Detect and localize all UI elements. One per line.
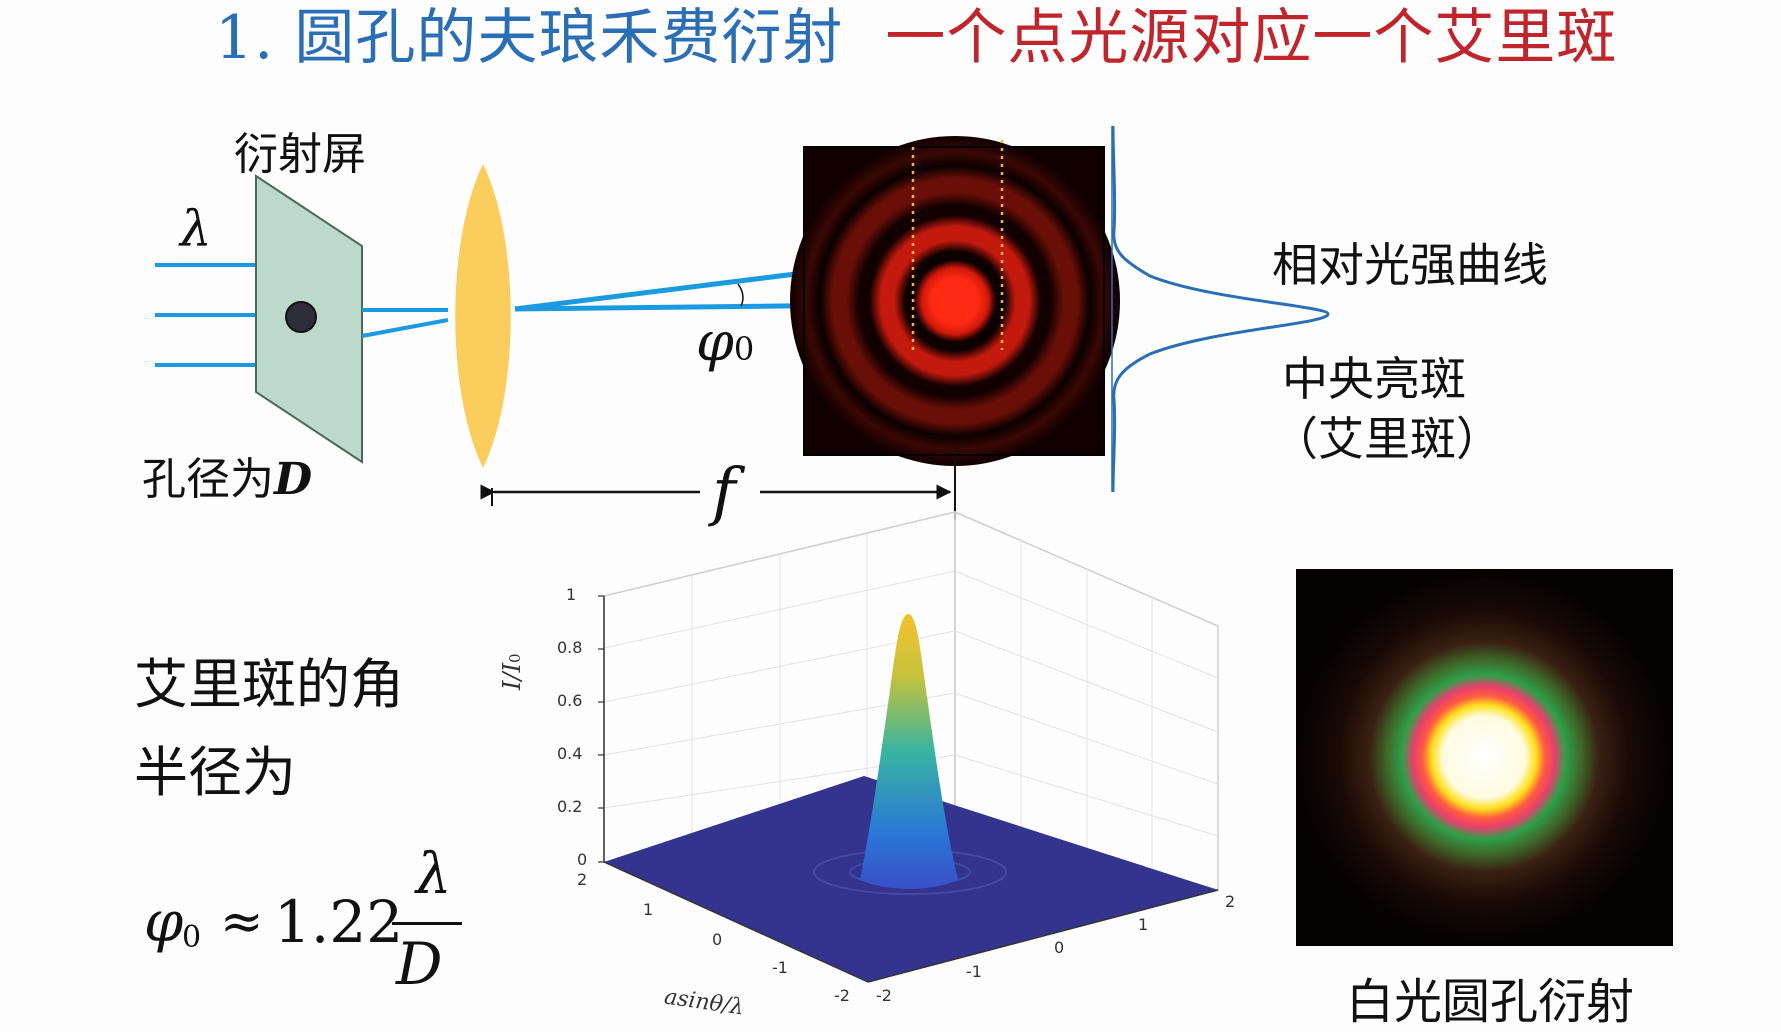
formula-fraction-bar (392, 922, 462, 925)
airy-label: （艾里斑） (1272, 412, 1502, 466)
plot-z-label: I/I0 (498, 653, 526, 690)
aperture-symbol: D (274, 454, 313, 505)
z-tick-0.8: 0.8 (557, 638, 583, 657)
y-tick-1: 1 (643, 900, 654, 919)
aperture-label-text: 孔径为 (142, 454, 274, 505)
formula-phi-sub: 0 (182, 920, 202, 955)
slide-title: 1. 圆孔的夫琅禾费衍射 一个点光源对应一个艾里斑 (215, 0, 1617, 76)
z-tick-0.6: 0.6 (557, 691, 583, 710)
z-tick-0: 0 (577, 850, 588, 869)
x-tick-neg2: -2 (876, 986, 892, 1005)
y-tick-neg1: -1 (772, 958, 788, 977)
x-tick-neg1: -1 (966, 962, 982, 981)
formula-coeff: 1.22 (274, 888, 404, 956)
aperture-hole (285, 301, 317, 333)
screen-label: 衍射屏 (234, 129, 366, 180)
angle-label: φ0 (696, 310, 754, 373)
y-tick-neg2: -2 (834, 986, 850, 1005)
formula-approx: ≈ (220, 892, 264, 952)
plot-3d (598, 510, 1219, 983)
white-light-caption: 白光圆孔衍射 (1346, 974, 1635, 1030)
wavelength-symbol: λ (180, 200, 212, 258)
y-tick-2: 2 (577, 870, 588, 889)
focal-length-symbol: f (712, 455, 736, 529)
plot-z-label-sub: 0 (506, 653, 524, 663)
z-tick-0.4: 0.4 (557, 744, 583, 763)
x-tick-1: 1 (1138, 915, 1149, 934)
z-tick-1: 1 (566, 585, 577, 604)
intensity-curve (1111, 125, 1330, 493)
airy-radius-text-line2: 半径为 (134, 741, 296, 804)
peak-surface (860, 613, 958, 889)
formula-phi: φ (144, 890, 184, 955)
plot-z-label-text: I/I (498, 662, 526, 690)
airy-radius-formula: φ 0 ≈ 1.22 λ D (144, 842, 464, 1000)
intensity-curve-label: 相对光强曲线 (1272, 238, 1548, 292)
title-subtitle: 一个点光源对应一个艾里斑 (885, 3, 1618, 73)
x-tick-0: 0 (1054, 938, 1065, 957)
angle-subscript: 0 (733, 330, 755, 368)
central-spot-label: 中央亮斑 (1282, 352, 1466, 406)
formula-numerator: λ (416, 842, 452, 907)
y-tick-0: 0 (712, 930, 723, 949)
airy-radius-text-line1: 艾里斑的角 (134, 653, 404, 716)
angle-symbol: φ (696, 310, 734, 373)
formula-denominator: D (396, 930, 443, 998)
x-tick-2: 2 (1225, 892, 1236, 911)
lens (455, 164, 511, 468)
title-main: 圆孔的夫琅禾费衍射 (294, 3, 844, 73)
aperture-label: 孔径为D (142, 443, 312, 507)
z-tick-0.2: 0.2 (557, 797, 583, 816)
title-number: 1. (215, 3, 275, 73)
